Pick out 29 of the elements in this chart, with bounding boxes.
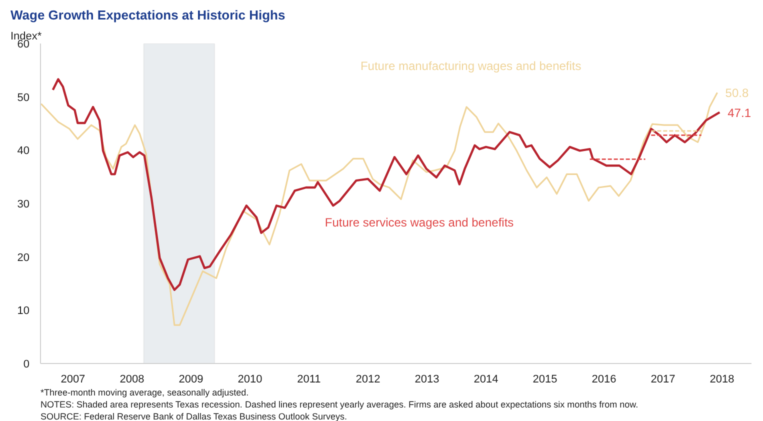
source-note: SOURCE: Federal Reserve Bank of Dallas Texas Business Outlook Surveys. [40, 412, 347, 421]
y-tick-label: 30 [17, 198, 30, 210]
x-tick-label: 2017 [650, 374, 676, 386]
x-tick-label: 2014 [474, 374, 498, 386]
y-tick-label: 0 [23, 358, 30, 370]
x-tick-label: 2010 [238, 374, 262, 386]
x-tick-label: 2011 [297, 374, 321, 386]
x-tick-label: 2009 [178, 374, 204, 386]
y-tick-label: 50 [17, 92, 30, 104]
y-tick-label: 60 [17, 38, 30, 50]
line-series [52, 78, 721, 291]
y-tick-label: 40 [17, 145, 30, 158]
x-tick-label: 2013 [414, 374, 440, 386]
y-tick-label: 20 [17, 252, 30, 264]
line-series [40, 92, 718, 326]
x-tick-label: 2007 [60, 374, 86, 386]
x-tick-label: 2012 [356, 374, 380, 386]
x-tick-label: 2015 [532, 374, 558, 386]
y-tick-label: 10 [17, 305, 30, 318]
data-label: 50.8 [725, 86, 749, 100]
data-label: 47.1 [728, 106, 752, 120]
chart-title: Wage Growth Expectations at Historic Highs [10, 8, 286, 22]
series-label: Future services wages and benefits [324, 216, 514, 230]
text: *Three-month moving average, seasonally adjusted. [40, 388, 249, 398]
x-tick-label: 2016 [592, 374, 616, 386]
text: Future manufacturing wages and benefits [360, 58, 582, 73]
x-tick-label: 2018 [710, 374, 734, 386]
x-tick-label: 2008 [120, 374, 144, 386]
text: NOTES: Shaded area represents Texas recession. Dashed lines represent yearly averages. Firms are asked about expectations six months from now. [40, 400, 638, 410]
